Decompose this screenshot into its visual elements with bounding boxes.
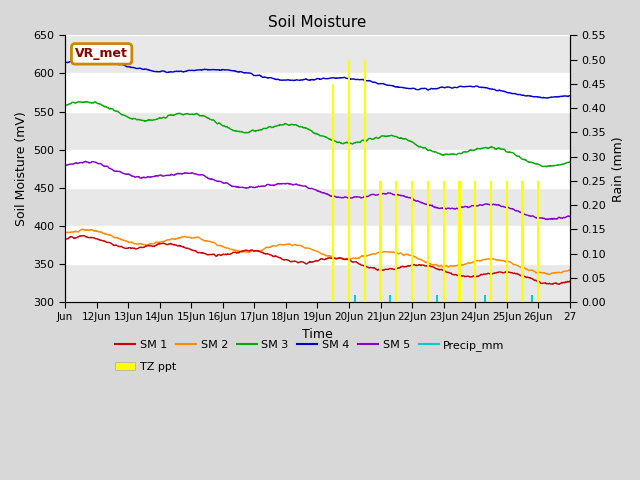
- Bar: [364, 60, 366, 302]
- Bar: [427, 181, 429, 302]
- Bar: [484, 295, 486, 302]
- Bar: [411, 181, 413, 302]
- Title: Soil Moisture: Soil Moisture: [268, 15, 367, 30]
- Bar: [389, 295, 391, 302]
- Bar: [332, 84, 334, 302]
- Bar: [348, 60, 350, 302]
- Bar: [531, 295, 533, 302]
- Bar: [65, 73, 570, 111]
- Y-axis label: Rain (mm): Rain (mm): [612, 136, 625, 202]
- Text: VR_met: VR_met: [75, 48, 128, 60]
- Bar: [380, 181, 381, 302]
- Bar: [65, 150, 570, 188]
- Legend: TZ ppt: TZ ppt: [111, 358, 180, 376]
- Bar: [355, 295, 356, 302]
- Y-axis label: Soil Moisture (mV): Soil Moisture (mV): [15, 111, 28, 226]
- Bar: [522, 181, 524, 302]
- Bar: [443, 181, 445, 302]
- Bar: [65, 226, 570, 264]
- X-axis label: Time: Time: [302, 328, 333, 341]
- Bar: [490, 181, 492, 302]
- Bar: [537, 181, 540, 302]
- Bar: [436, 295, 438, 302]
- Bar: [458, 181, 461, 302]
- Bar: [396, 181, 397, 302]
- Bar: [474, 181, 476, 302]
- Bar: [506, 181, 508, 302]
